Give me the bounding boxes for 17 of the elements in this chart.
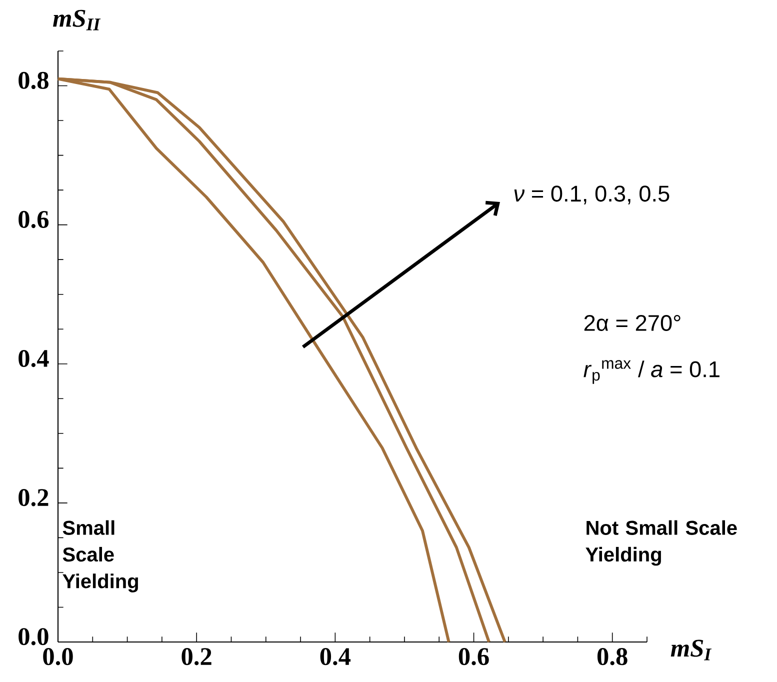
annotation: ν = 0.1, 0.3, 0.5 [514,186,670,204]
x-axis-title: mS$_{I}$ [670,640,712,660]
annotation: r$_{p}$$^{max}$ / a = 0.1 [584,360,720,384]
y-tick-label: 0.0 [18,628,48,646]
annotation: Small Scale Yielding [62,520,138,592]
x-tick-label: 0.2 [182,648,212,666]
x-tick-label: 0.8 [597,648,628,666]
y-axis-title: mS$_{II}$ [53,10,101,30]
x-tick-label: 0.4 [320,648,351,666]
y-tick-label: 0.2 [18,489,48,506]
y-tick-label: 0.4 [18,350,49,368]
y-tick-label: 0.6 [18,210,49,228]
x-tick-label: 0.0 [43,648,73,666]
x-tick-label: 0.6 [458,648,489,666]
annotation: 2α = 270° [584,314,680,332]
annotation: Not Small Scale Yielding [586,520,737,566]
y-tick-label: 0.8 [18,72,48,90]
